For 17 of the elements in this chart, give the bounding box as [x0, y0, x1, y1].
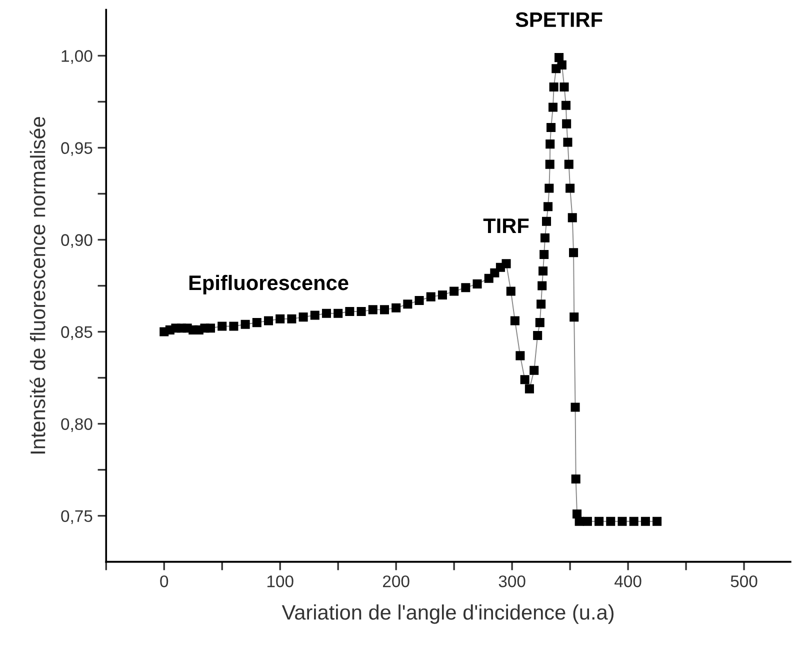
y-tick-label: 0,85 [61, 326, 92, 340]
x-axis-title: Variation de l'angle d'incidence (u.a) [282, 604, 614, 624]
y-tick-label: 0,75 [61, 510, 92, 524]
x-tick-label: 200 [383, 575, 410, 588]
x-tick-label: 100 [267, 575, 294, 588]
annotation: SPETIRF [516, 12, 602, 28]
x-tick-label: 300 [498, 575, 526, 588]
x-tick-label: 0 [160, 575, 168, 588]
x-tick-label: 500 [730, 575, 758, 588]
y-tick-label: 0,95 [61, 142, 92, 156]
annotation: Epifluorescence [189, 274, 348, 294]
y-tick-label: 1,00 [62, 50, 92, 64]
y-tick-label: 0,80 [61, 418, 92, 432]
y-tick-label: 0,90 [61, 234, 92, 248]
y-axis-title: Intensité de fluorescence normalisée [30, 117, 46, 454]
annotation: TIRF [483, 218, 529, 233]
x-tick-label: 400 [614, 575, 642, 588]
